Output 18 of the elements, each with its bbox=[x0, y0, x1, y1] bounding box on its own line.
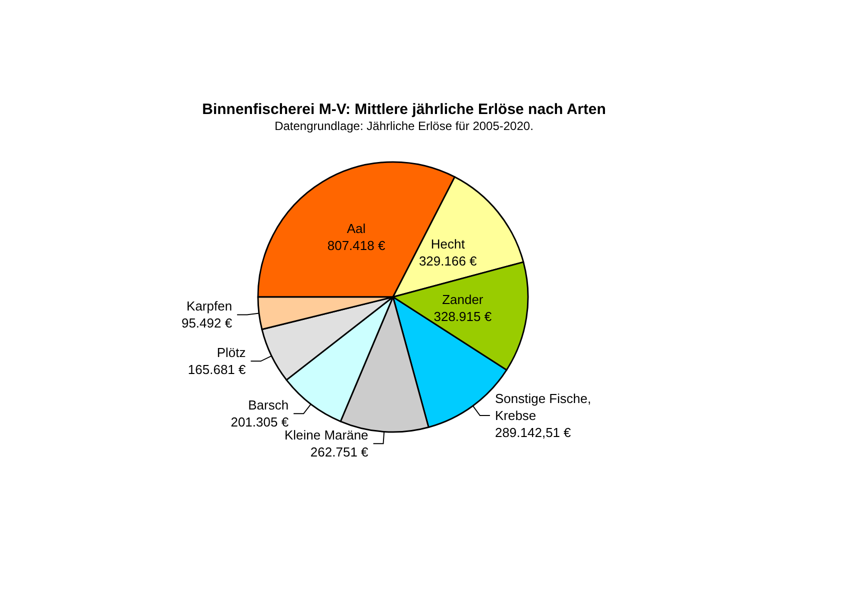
slice-label: Kleine Maräne bbox=[284, 428, 368, 443]
data-label: 165.681 € bbox=[188, 362, 247, 378]
data-label: 262.751 € bbox=[310, 444, 370, 460]
data-label: 201.305 € bbox=[230, 414, 290, 430]
data-label: 289.142,51 € bbox=[494, 425, 572, 440]
slice-label: Aal bbox=[346, 220, 366, 236]
slice-label: Barsch bbox=[248, 398, 289, 413]
slice-label: Karpfen bbox=[186, 298, 232, 314]
data-label: 329.166 € bbox=[418, 254, 478, 269]
chart-title: Binnenfischerei M-V: Mittlere jährliche Erlöse nach Arten bbox=[202, 101, 606, 118]
slice-label: Sonstige Fische, Krebse bbox=[494, 391, 595, 424]
slice-label: Hecht bbox=[430, 236, 466, 252]
chart-subtitle: Datengrundlage: Jährliche Erlöse für 2005-2020. bbox=[274, 119, 534, 133]
slice-label: Zander bbox=[442, 292, 484, 307]
data-label: 807.418 € bbox=[327, 238, 386, 253]
data-label: 95.492 € bbox=[181, 316, 233, 331]
data-label: 328.915 € bbox=[434, 308, 492, 324]
slice-label: Plötz bbox=[216, 345, 246, 360]
